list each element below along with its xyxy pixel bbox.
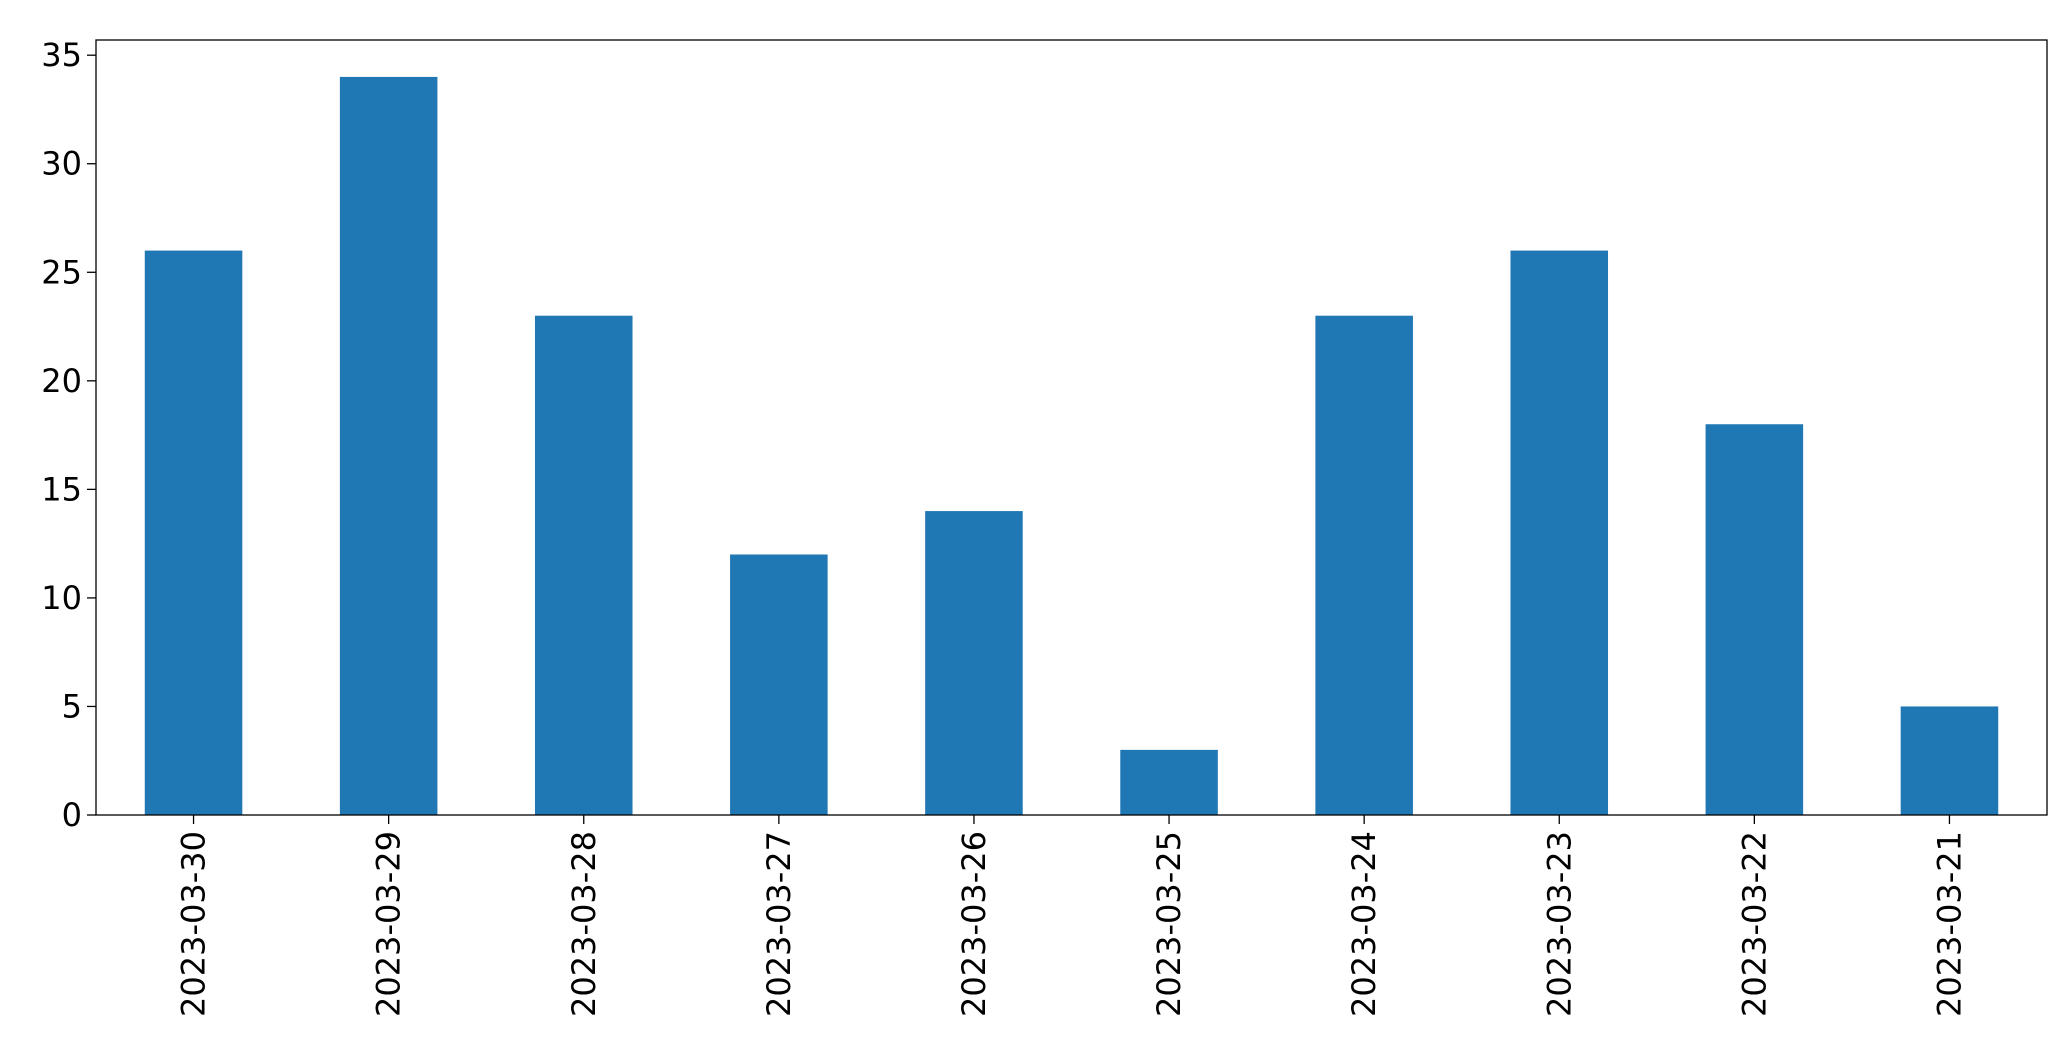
x-tick-label: 2023-03-28 xyxy=(565,831,603,1017)
bar xyxy=(730,554,828,815)
x-tick-label: 2023-03-23 xyxy=(1540,831,1578,1017)
y-tick-label: 35 xyxy=(41,36,82,74)
y-tick-label: 25 xyxy=(41,253,82,291)
bar xyxy=(1705,424,1804,815)
y-tick-label: 0 xyxy=(62,796,82,834)
bar xyxy=(144,250,243,816)
x-tick-label: 2023-03-27 xyxy=(760,831,798,1017)
plot-frame xyxy=(95,39,2048,816)
bar xyxy=(925,511,1023,815)
bar xyxy=(339,76,438,815)
bar xyxy=(1900,706,1999,815)
y-tick-label: 30 xyxy=(41,145,82,183)
x-tick-label: 2023-03-22 xyxy=(1735,831,1773,1017)
y-tick-label: 5 xyxy=(62,687,82,725)
bar xyxy=(1120,749,1218,815)
x-tick-label: 2023-03-24 xyxy=(1345,831,1383,1017)
x-tick-label: 2023-03-21 xyxy=(1930,831,1968,1017)
y-tick-label: 15 xyxy=(41,470,82,508)
x-tick-label: 2023-03-29 xyxy=(370,831,408,1017)
bar xyxy=(1510,250,1609,816)
bar xyxy=(1315,315,1413,815)
x-tick-label: 2023-03-30 xyxy=(175,831,213,1017)
y-tick-label: 10 xyxy=(41,579,82,617)
x-tick-label: 2023-03-25 xyxy=(1150,831,1188,1017)
bar xyxy=(534,315,633,815)
y-tick-label: 20 xyxy=(41,362,82,400)
x-tick-label: 2023-03-26 xyxy=(955,831,993,1017)
